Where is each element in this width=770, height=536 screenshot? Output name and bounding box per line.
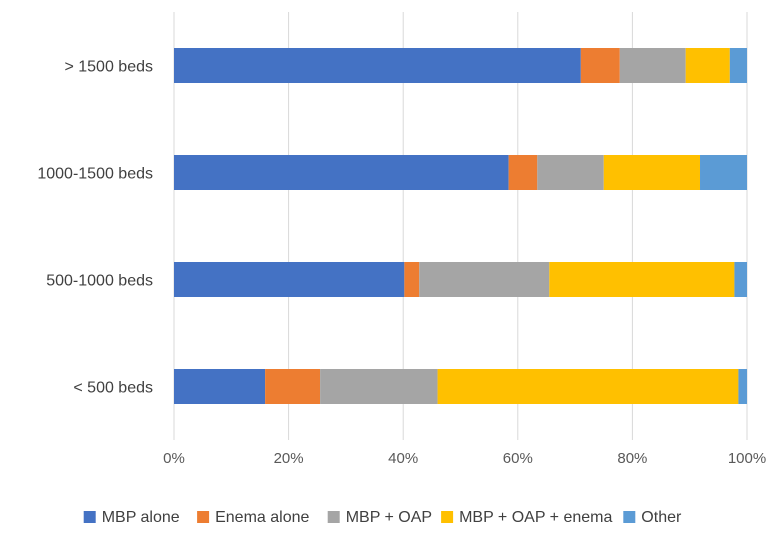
legend-swatch — [197, 511, 210, 523]
category-label: 500-1000 beds — [46, 273, 153, 290]
bar-segment — [619, 48, 686, 83]
legend-swatch — [441, 511, 454, 523]
legend: MBP alone Enema alone MBP + OAP MBP + OAP +… — [83, 509, 682, 526]
legend-label: MBP + OAP — [346, 509, 432, 526]
bar-segment — [537, 155, 604, 190]
bar-segment — [729, 48, 747, 83]
x-axis-labels: 0% 20% 40% 60% 80% 100% — [163, 450, 766, 467]
y-axis-labels: > 1500 beds 1000-1500 beds 500-1000 beds < … — [37, 59, 153, 397]
x-tick-label: 20% — [274, 450, 304, 467]
x-tick-label: 80% — [617, 450, 647, 467]
bar-segment — [174, 48, 581, 83]
bar-segment — [549, 262, 735, 297]
legend-label: Enema alone — [215, 509, 309, 526]
category-label: 1000-1500 beds — [37, 166, 153, 183]
bar-segment — [174, 155, 509, 190]
bar-segment — [738, 369, 747, 404]
bars — [174, 48, 747, 404]
bar-segment — [174, 262, 405, 297]
bar-segment — [404, 262, 420, 297]
bar-segment — [508, 155, 538, 190]
legend-swatch — [327, 511, 340, 523]
bar-segment — [580, 48, 620, 83]
legend-swatch — [623, 511, 636, 523]
bar-segment — [419, 262, 550, 297]
legend-label: MBP + OAP + enema — [459, 509, 612, 526]
x-tick-label: 0% — [163, 450, 185, 467]
category-label: < 500 beds — [73, 380, 153, 397]
bar-segment — [734, 262, 747, 297]
x-tick-label: 40% — [388, 450, 418, 467]
x-tick-label: 100% — [728, 450, 766, 467]
bar-segment — [174, 369, 266, 404]
gridlines — [173, 12, 748, 440]
legend-label: MBP alone — [102, 509, 180, 526]
bar-segment — [265, 369, 321, 404]
x-tick-label: 60% — [503, 450, 533, 467]
bar-segment — [685, 48, 730, 83]
legend-swatch — [83, 511, 96, 523]
legend-label: Other — [641, 509, 682, 526]
bar-segment — [700, 155, 747, 190]
category-label: > 1500 beds — [64, 59, 153, 76]
bar-segment — [320, 369, 438, 404]
bar-segment — [437, 369, 739, 404]
bar-segment — [603, 155, 701, 190]
